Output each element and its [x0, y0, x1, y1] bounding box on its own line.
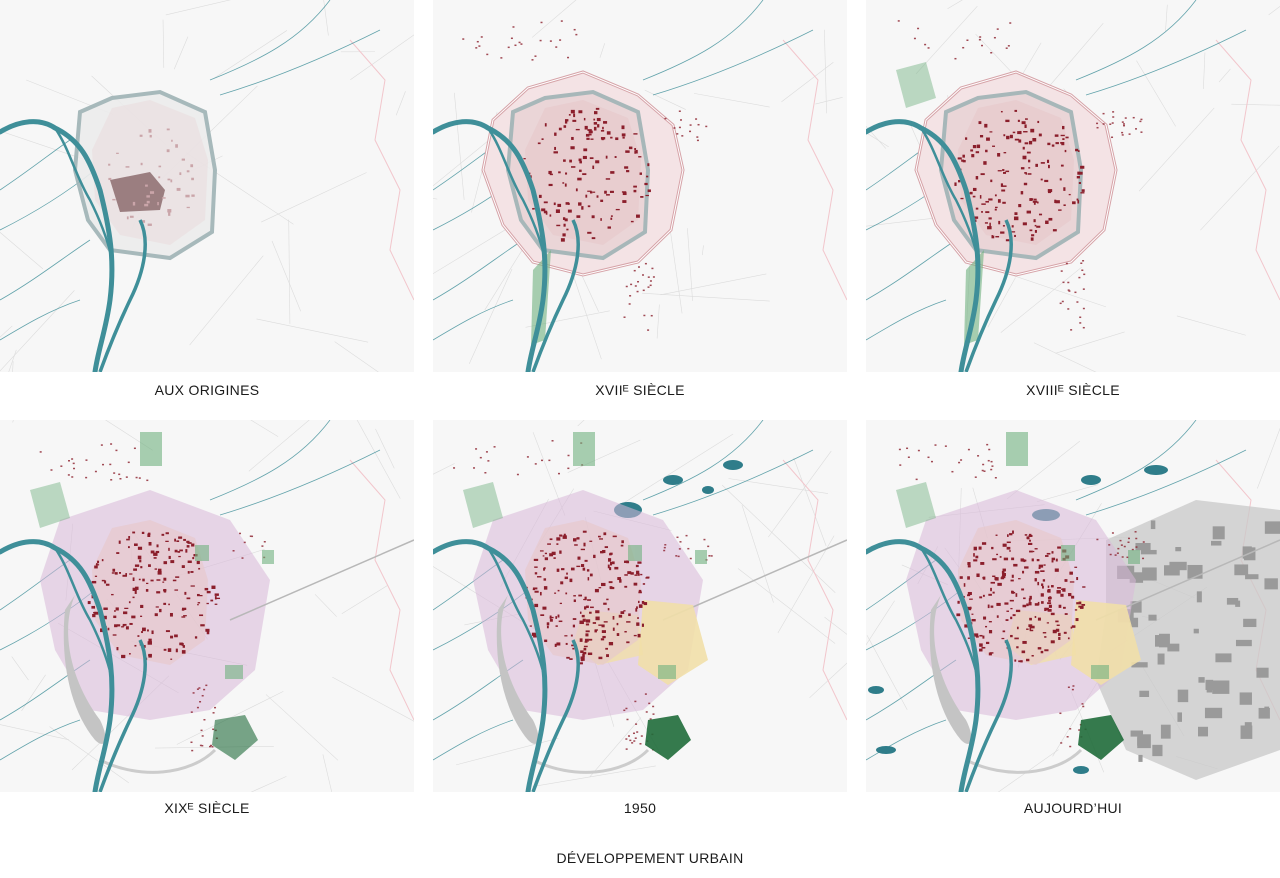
outlying-settlements: [453, 440, 713, 751]
outlying-settlements: [897, 20, 1143, 331]
commune-boundary: [349, 459, 414, 721]
river-branch: [53, 547, 114, 681]
cemetery-green: [645, 715, 691, 760]
cemetery-green: [1078, 715, 1124, 760]
railway-line: [662, 539, 847, 621]
map-label-xix: XIXᴱ SIÈCLE: [164, 800, 250, 816]
grey-wasteland: [929, 595, 972, 744]
map-xix: [0, 420, 414, 792]
railway-loop: [965, 748, 1083, 774]
green-spaces: [573, 432, 707, 679]
green-park-north-west: [896, 482, 936, 528]
original-settlement: [110, 172, 165, 212]
river-branch: [486, 127, 547, 261]
map-panel-1950: [433, 420, 847, 792]
historic-core: [958, 520, 1074, 665]
river-main: [866, 539, 981, 792]
historic-core: [525, 100, 641, 245]
cemetery-green: [212, 715, 258, 760]
green-spaces: [140, 432, 274, 679]
commune-boundary: [1215, 39, 1280, 301]
grey-wasteland: [63, 595, 106, 744]
map-panel-aujourdhui: [866, 420, 1280, 792]
map-xviii: [866, 0, 1280, 372]
outlying-settlements: [39, 443, 266, 752]
green-spaces: [1006, 432, 1140, 679]
map-origines: [0, 0, 414, 372]
railway-line: [1095, 539, 1280, 621]
river-main: [433, 539, 548, 792]
modern-urban-area: [1096, 500, 1280, 780]
historic-core: [958, 100, 1074, 245]
building-footprints: [108, 128, 195, 226]
map-label-xvii: XVIIᴱ SIÈCLE: [595, 382, 685, 398]
page-title: DÉVELOPPEMENT URBAIN: [556, 850, 744, 866]
map-panel-xix: [0, 420, 414, 792]
commune-boundary: [782, 459, 847, 721]
expansion-1950-east: [1071, 600, 1141, 685]
river-branch: [919, 547, 980, 681]
map-1950: [433, 420, 847, 792]
map-panel-origines: [0, 0, 414, 372]
map-panel-xviii: [866, 0, 1280, 372]
canal: [531, 219, 580, 372]
commune-boundary: [782, 39, 847, 301]
historic-core: [525, 520, 641, 665]
building-footprints: [954, 109, 1085, 242]
green-park-north-west: [30, 482, 70, 528]
canal: [964, 219, 1013, 372]
map-aujourdhui: [866, 420, 1280, 792]
map-label-aujourdhui: AUJOURD’HUI: [1023, 800, 1123, 816]
expansion-1950-east: [638, 600, 708, 685]
canal: [531, 639, 580, 792]
canal: [98, 219, 147, 372]
railway-line: [229, 539, 414, 621]
canal: [964, 639, 1013, 792]
building-footprints: [956, 530, 1086, 663]
green-park-north-west: [463, 482, 503, 528]
building-footprints: [523, 530, 650, 665]
railway-loop: [532, 748, 650, 774]
map-label-origines: AUX ORIGINES: [154, 382, 260, 398]
map-panel-xvii: [433, 0, 847, 372]
outlying-settlements: [462, 20, 708, 331]
commune-boundary: [349, 39, 414, 301]
river-main: [866, 119, 981, 372]
river-main: [0, 539, 115, 792]
river-branch: [486, 547, 547, 681]
fortification-inner-line: [915, 71, 1117, 276]
map-label-xviii: XVIIIᴱ SIÈCLE: [1026, 382, 1120, 398]
river-branch: [53, 127, 114, 261]
fortification-inner-line: [482, 71, 684, 276]
map-label-1950: 1950: [623, 800, 657, 816]
map-xvii: [433, 0, 847, 372]
building-footprints: [523, 107, 651, 242]
river-main: [0, 119, 115, 372]
grey-wasteland: [496, 595, 539, 744]
drainage-channels: [0, 0, 381, 341]
river-main: [433, 119, 548, 372]
green-park-north-west: [896, 62, 936, 108]
river-branch: [919, 127, 980, 261]
railway-loop: [99, 748, 217, 774]
canal: [98, 639, 147, 792]
